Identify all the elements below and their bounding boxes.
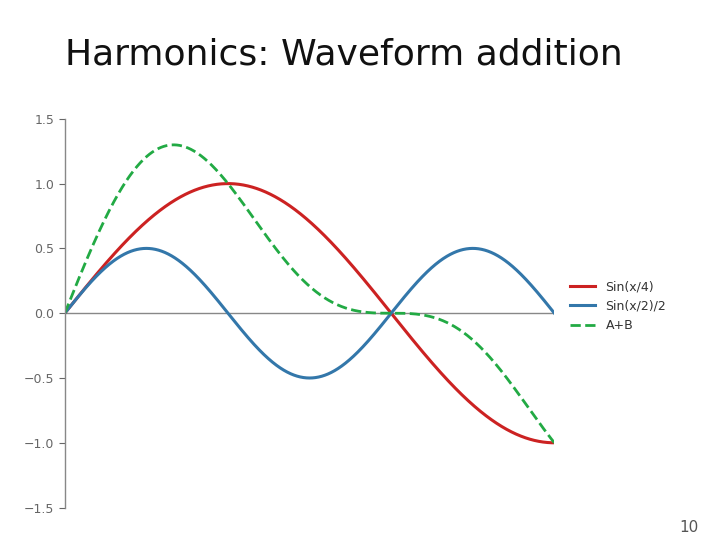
Sin(x/4) [286,203,294,210]
A+B [169,141,178,148]
Sin(x/4) [60,310,69,316]
A+B [286,263,294,269]
A+B [60,310,69,316]
Sin(x/2)/2 [142,245,150,252]
Sin(x/2)/2 [299,374,307,381]
Sin(x/2)/2 [286,370,294,377]
Sin(x/4) [536,438,545,445]
Sin(x/2)/2 [305,375,314,381]
Sin(x/4) [536,438,544,445]
Sin(x/2)/2 [536,293,545,299]
A+B [550,440,559,446]
A+B [299,277,307,284]
A+B [536,421,544,427]
Sin(x/2)/2 [446,251,455,258]
Sin(x/4) [86,279,94,286]
Line: Sin(x/2)/2: Sin(x/2)/2 [65,248,554,378]
Sin(x/4) [446,380,455,387]
Sin(x/2)/2 [86,280,94,286]
Sin(x/4) [224,180,233,187]
Sin(x/2)/2 [550,310,559,316]
Sin(x/2)/2 [536,293,545,300]
Sin(x/4) [550,440,559,446]
A+B [86,249,94,255]
Line: Sin(x/4): Sin(x/4) [65,184,554,443]
A+B [446,321,455,328]
Legend: Sin(x/4), Sin(x/2)/2, A+B: Sin(x/4), Sin(x/2)/2, A+B [570,281,666,332]
Text: Harmonics: Waveform addition: Harmonics: Waveform addition [65,38,623,72]
Sin(x/2)/2 [60,310,69,316]
Sin(x/4) [299,213,307,219]
A+B [536,421,545,428]
Text: 10: 10 [679,519,698,535]
Line: A+B: A+B [65,145,554,443]
